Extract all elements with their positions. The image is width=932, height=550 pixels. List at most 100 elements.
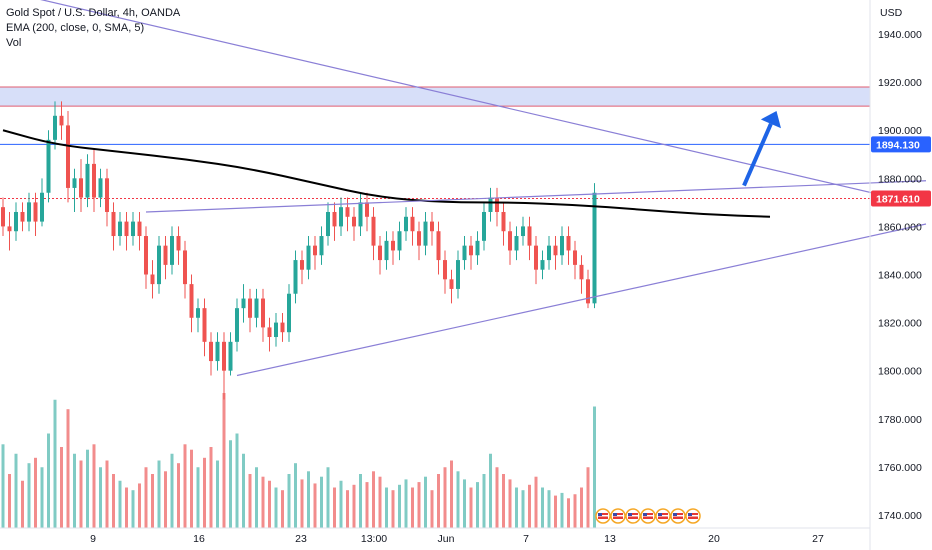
candle-body [553,245,558,256]
price-axis[interactable]: USD 1940.000 1920.000 1900.000 1880.000 1860.… [869,0,931,550]
volume-bar [489,453,492,528]
time-tick-label: 20 [708,533,720,545]
volume-bar [521,490,525,528]
candle-body [482,211,486,241]
volume-bar [40,467,44,528]
volume-bar [268,480,271,528]
resistance-zone[interactable] [0,86,870,107]
candle-body [508,231,512,251]
flag-canton [658,513,662,516]
legend-symbol[interactable]: Gold Spot / U.S. Dollar, 4h, OANDA [6,7,181,19]
volume-bar [378,476,382,528]
volume-bar [580,487,583,528]
time-tick-label: 16 [193,533,205,545]
upper-resistance-trendline[interactable] [3,0,914,203]
us-flag-event-icon[interactable] [670,508,686,524]
flag-stripe-white [658,515,668,517]
us-flag-event-icon[interactable] [625,508,641,524]
candle-body [469,245,473,256]
candle-body [124,221,129,237]
candle-body [248,298,252,318]
candle-body [280,322,285,333]
legend-ema[interactable]: EMA (200, close, 0, SMA, 5) [6,22,145,34]
candle-body [131,221,135,237]
price-tick-label: 1860.000 [878,221,922,233]
volume-bar [203,457,206,528]
trendlines[interactable] [3,0,927,377]
volume-bar [177,463,180,528]
candle-body [560,236,564,256]
time-axis[interactable]: 9 16 23 13:00 Jun 7 13 20 27 [0,527,870,545]
candle-body [33,202,38,222]
legend-volume[interactable]: Vol [6,37,22,49]
price-tick-label: 1880.000 [878,173,922,185]
volume-bar [515,487,518,528]
horizontal-levels[interactable] [0,143,870,199]
volume-bar [47,433,50,528]
price-tick-label: 1900.000 [878,125,922,137]
volume-bar [14,453,18,528]
candlesticks [1,101,597,400]
candle-body [521,226,525,237]
time-tick-label: Jun [438,533,455,545]
candle-body [417,231,421,246]
volume-bar [398,484,401,528]
volume-bar [313,483,317,528]
candle-body [462,245,467,261]
time-tick-label: 9 [90,533,96,545]
event-icons[interactable] [595,508,701,524]
volume-bar [92,444,96,528]
volume-bar [417,482,421,528]
candle-body [1,207,5,227]
candle-body [566,236,571,251]
volume-bar [66,409,70,528]
volume-bar [372,471,375,528]
volume-bars [1,393,596,528]
volume-bar [235,433,239,528]
us-flag-event-icon[interactable] [640,508,656,524]
last-price-tag[interactable] [871,190,931,207]
candle-body [443,260,447,280]
flag-stripe-white [643,515,653,517]
volume-bar [346,490,349,528]
candle-body [358,202,363,227]
ema-200-line [2,129,771,218]
us-flag-event-icon[interactable] [655,508,671,524]
candle-body [118,221,122,237]
candle-body [287,293,291,333]
level-price-tag[interactable] [871,136,931,153]
candle-body [293,260,298,294]
volume-bar [339,480,343,528]
volume-bar [593,406,596,528]
candle-body [449,279,454,289]
us-flag-event-icon[interactable] [595,508,611,524]
time-tick-label: 23 [295,533,307,545]
price-tick-label: 1760.000 [878,462,922,474]
us-flag-event-icon[interactable] [610,508,626,524]
triangle-bottom-trendline[interactable] [236,223,927,377]
candle-body [202,308,207,342]
volume-bar [112,474,115,528]
volume-bar [138,483,141,528]
volume-bar [450,460,453,528]
projection-arrow[interactable] [742,110,781,187]
candle-body [79,178,83,198]
volume-bar [248,474,252,528]
candle-body [384,240,389,261]
volume-bar [469,487,473,528]
volume-bar [209,447,213,528]
volume-bar [229,440,232,528]
triangle-top-trendline[interactable] [145,180,927,213]
candle-body [111,211,116,237]
candle-body [209,341,213,362]
candle-body [300,260,304,270]
candle-body [27,202,31,222]
candle-body [14,211,18,232]
volume-bar [216,460,219,528]
candle-body [40,192,44,222]
us-flag-event-icon[interactable] [685,508,701,524]
candle-body [196,308,200,318]
time-tick-label: 13:00 [361,533,387,545]
volume-bar [261,476,265,528]
